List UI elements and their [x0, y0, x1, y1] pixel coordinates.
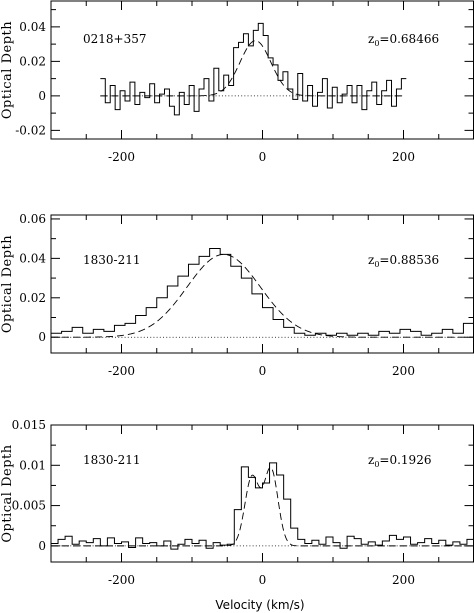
y-tick-label: 0.06 — [19, 212, 46, 226]
source-label: 1830-211 — [83, 453, 141, 467]
x-tick-label: 200 — [392, 573, 415, 587]
redshift-label: z0=0.68466 — [368, 32, 439, 48]
y-tick-label: 0.015 — [12, 418, 46, 432]
y-axis-label: Optical Depth — [0, 235, 15, 333]
gaussian-fit — [51, 466, 474, 547]
y-tick-label: 0 — [38, 539, 46, 553]
y-tick-label: 0.02 — [19, 291, 46, 305]
y-tick-label: 0.02 — [19, 54, 46, 68]
spectrum-histogram — [100, 22, 407, 116]
y-axis-label: Optical Depth — [0, 21, 15, 119]
panel-0218-357: -200 0 200 -0.02 0 0.02 0.04 Optical Depth 0218+… — [0, 0, 474, 164]
x-tick-label: -200 — [108, 573, 135, 587]
y-tick-label: 0.04 — [19, 251, 46, 265]
x-tick-label: 0 — [259, 573, 267, 587]
panel-1830-211-z019: -200 0 200 0 0.005 0.01 0.015 Optical Depth 1830… — [0, 418, 474, 587]
redshift-label: z0=0.1926 — [368, 453, 431, 469]
panel-1830-211-z088: -200 0 200 0 0.02 0.04 0.06 Optical Depth 1830-2… — [0, 212, 474, 378]
y-tick-label: 0 — [38, 89, 46, 103]
y-tick-label: 0 — [38, 330, 46, 344]
x-tick-label: -200 — [108, 150, 135, 164]
gaussian-fit — [51, 253, 474, 338]
source-label: 0218+357 — [83, 32, 147, 46]
x-tick-label: 0 — [259, 364, 267, 378]
x-tick-label: 200 — [392, 150, 415, 164]
redshift-label: z0=0.88536 — [368, 253, 439, 269]
x-tick-label: 0 — [259, 150, 267, 164]
spectrum-histogram — [51, 462, 474, 550]
y-tick-label: 0.005 — [12, 499, 46, 513]
x-axis-label: Velocity (km/s) — [215, 598, 304, 612]
spectrum-histogram — [51, 248, 474, 336]
y-tick-label: 0.01 — [19, 458, 46, 472]
plot-frame — [50, 0, 474, 140]
y-axis-label: Optical Depth — [0, 444, 15, 542]
x-tick-label: -200 — [108, 364, 135, 378]
source-label: 1830-211 — [83, 253, 141, 267]
gaussian-fit — [100, 40, 404, 97]
y-tick-label: 0.04 — [19, 20, 46, 34]
plot-frame — [50, 214, 474, 354]
y-tick-label: -0.02 — [15, 123, 46, 137]
x-tick-label: 200 — [392, 364, 415, 378]
